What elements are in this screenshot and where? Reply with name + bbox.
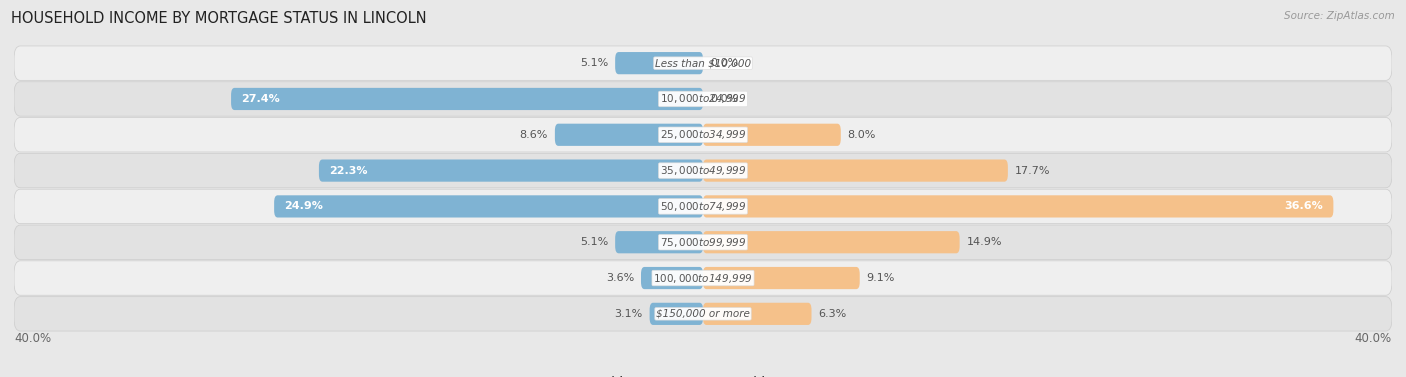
FancyBboxPatch shape	[650, 303, 703, 325]
FancyBboxPatch shape	[703, 124, 841, 146]
FancyBboxPatch shape	[14, 261, 1392, 295]
FancyBboxPatch shape	[319, 159, 703, 182]
FancyBboxPatch shape	[14, 153, 1392, 188]
Legend: Without Mortgage, With Mortgage: Without Mortgage, With Mortgage	[576, 376, 830, 377]
Text: 36.6%: 36.6%	[1284, 201, 1323, 211]
Text: 9.1%: 9.1%	[866, 273, 896, 283]
FancyBboxPatch shape	[555, 124, 703, 146]
Text: $75,000 to $99,999: $75,000 to $99,999	[659, 236, 747, 249]
FancyBboxPatch shape	[14, 118, 1392, 152]
Text: 3.1%: 3.1%	[614, 309, 643, 319]
Text: 17.7%: 17.7%	[1015, 166, 1050, 176]
Text: 0.0%: 0.0%	[710, 94, 738, 104]
FancyBboxPatch shape	[14, 225, 1392, 259]
FancyBboxPatch shape	[14, 46, 1392, 80]
Text: 6.3%: 6.3%	[818, 309, 846, 319]
Text: $10,000 to $24,999: $10,000 to $24,999	[659, 92, 747, 106]
Text: 5.1%: 5.1%	[581, 58, 609, 68]
FancyBboxPatch shape	[703, 267, 859, 289]
FancyBboxPatch shape	[703, 303, 811, 325]
Text: 8.0%: 8.0%	[848, 130, 876, 140]
Text: $50,000 to $74,999: $50,000 to $74,999	[659, 200, 747, 213]
Text: Less than $10,000: Less than $10,000	[655, 58, 751, 68]
Text: 24.9%: 24.9%	[284, 201, 323, 211]
FancyBboxPatch shape	[703, 195, 1333, 218]
Text: 40.0%: 40.0%	[14, 332, 51, 345]
FancyBboxPatch shape	[641, 267, 703, 289]
Text: 14.9%: 14.9%	[966, 237, 1002, 247]
Text: 0.0%: 0.0%	[710, 58, 738, 68]
Text: 27.4%: 27.4%	[242, 94, 280, 104]
FancyBboxPatch shape	[703, 159, 1008, 182]
Text: 5.1%: 5.1%	[581, 237, 609, 247]
FancyBboxPatch shape	[14, 82, 1392, 116]
FancyBboxPatch shape	[274, 195, 703, 218]
Text: $150,000 or more: $150,000 or more	[657, 309, 749, 319]
FancyBboxPatch shape	[616, 52, 703, 74]
Text: 3.6%: 3.6%	[606, 273, 634, 283]
FancyBboxPatch shape	[14, 297, 1392, 331]
Text: 22.3%: 22.3%	[329, 166, 368, 176]
FancyBboxPatch shape	[703, 231, 960, 253]
FancyBboxPatch shape	[231, 88, 703, 110]
Text: HOUSEHOLD INCOME BY MORTGAGE STATUS IN LINCOLN: HOUSEHOLD INCOME BY MORTGAGE STATUS IN L…	[11, 11, 427, 26]
Text: $25,000 to $34,999: $25,000 to $34,999	[659, 128, 747, 141]
Text: $35,000 to $49,999: $35,000 to $49,999	[659, 164, 747, 177]
Text: 40.0%: 40.0%	[1355, 332, 1392, 345]
FancyBboxPatch shape	[616, 231, 703, 253]
Text: $100,000 to $149,999: $100,000 to $149,999	[654, 271, 752, 285]
FancyBboxPatch shape	[14, 189, 1392, 224]
Text: 8.6%: 8.6%	[520, 130, 548, 140]
Text: Source: ZipAtlas.com: Source: ZipAtlas.com	[1284, 11, 1395, 21]
